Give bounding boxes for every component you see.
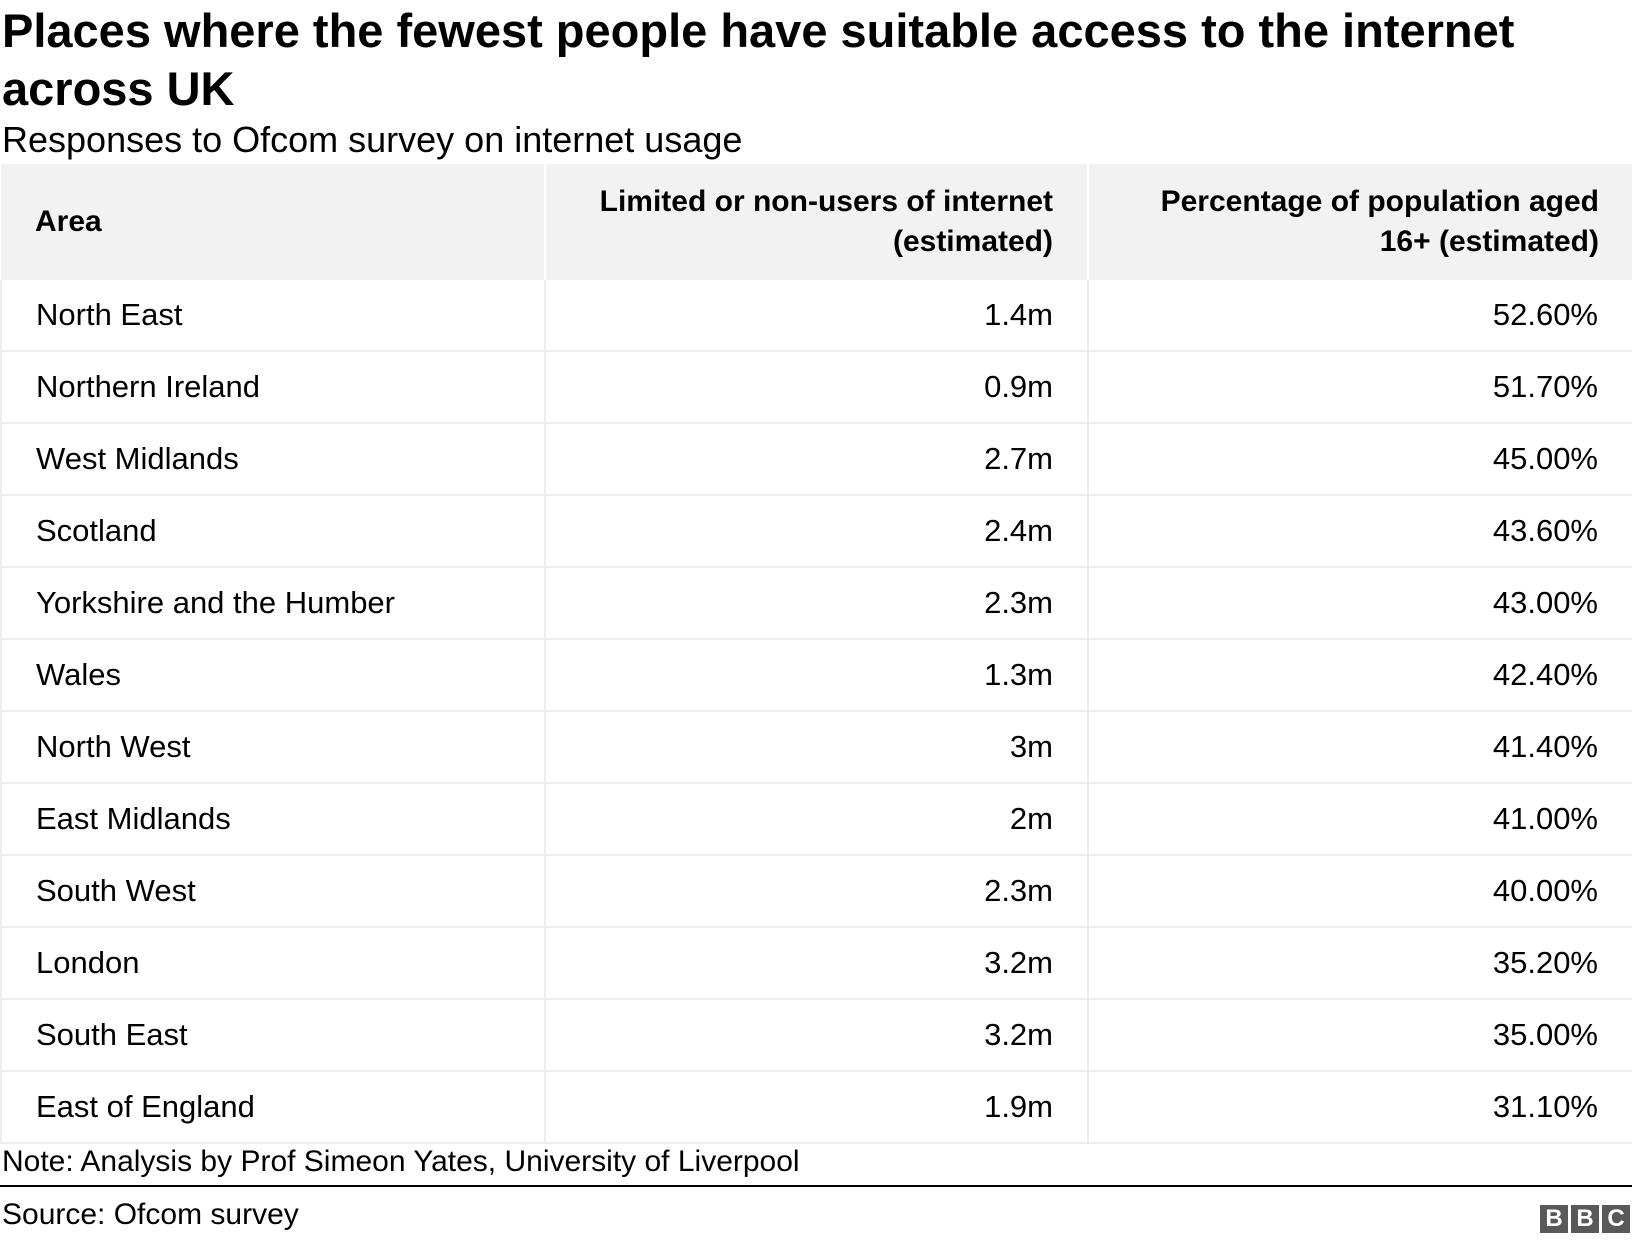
cell-area: South East — [0, 999, 545, 1072]
cell-percentage: 35.00% — [1087, 999, 1632, 1072]
column-header-area: Area — [1, 164, 545, 280]
chart-subtitle: Responses to Ofcom survey on internet us… — [2, 119, 743, 160]
column-header-users: Limited or non-users of internet (estima… — [544, 164, 1088, 280]
cell-users: 2.4m — [544, 495, 1088, 568]
cell-area: West Midlands — [0, 423, 545, 496]
cell-users: 2m — [544, 783, 1088, 856]
cell-percentage: 31.10% — [1087, 1071, 1632, 1144]
cell-percentage: 35.20% — [1087, 927, 1632, 1000]
table-row: North West 3m 41.40% — [0, 711, 1632, 784]
cell-area: London — [0, 927, 545, 1000]
cell-area: East Midlands — [0, 783, 545, 856]
table-row: West Midlands 2.7m 45.00% — [0, 423, 1632, 496]
table-row: Northern Ireland 0.9m 51.70% — [0, 351, 1632, 424]
cell-users: 3.2m — [544, 999, 1088, 1072]
cell-area: South West — [0, 855, 545, 928]
cell-area: East of England — [0, 1071, 545, 1144]
cell-users: 2.3m — [544, 567, 1088, 640]
cell-percentage: 41.40% — [1087, 711, 1632, 784]
cell-users: 1.4m — [544, 280, 1088, 352]
cell-area: North West — [0, 711, 545, 784]
chart-source: Source: Ofcom survey — [2, 1198, 299, 1231]
table-row: Yorkshire and the Humber 2.3m 43.00% — [0, 567, 1632, 640]
column-header-percentage: Percentage of population aged 16+ (estim… — [1087, 164, 1632, 280]
table-row: Scotland 2.4m 43.60% — [0, 495, 1632, 568]
chart-title: Places where the fewest people have suit… — [2, 4, 1515, 115]
bbc-logo-letter: C — [1602, 1205, 1630, 1233]
table-body: North East 1.4m 52.60% Northern Ireland 0.9m… — [0, 280, 1632, 1144]
footer-divider — [0, 1185, 1632, 1187]
data-table: Area Limited or non-users of internet (e… — [0, 164, 1632, 1144]
bbc-logo: B B C — [1540, 1205, 1630, 1233]
cell-users: 1.3m — [544, 639, 1088, 712]
cell-users: 2.7m — [544, 423, 1088, 496]
table-row: South East 3.2m 35.00% — [0, 999, 1632, 1072]
cell-percentage: 40.00% — [1087, 855, 1632, 928]
table-row: North East 1.4m 52.60% — [0, 280, 1632, 352]
cell-users: 3m — [544, 711, 1088, 784]
chart-note: Note: Analysis by Prof Simeon Yates, Uni… — [2, 1145, 800, 1178]
cell-percentage: 52.60% — [1087, 280, 1632, 352]
table-row: Wales 1.3m 42.40% — [0, 639, 1632, 712]
cell-percentage: 51.70% — [1087, 351, 1632, 424]
cell-area: Northern Ireland — [0, 351, 545, 424]
cell-area: Scotland — [0, 495, 545, 568]
cell-users: 0.9m — [544, 351, 1088, 424]
cell-users: 1.9m — [544, 1071, 1088, 1144]
cell-percentage: 42.40% — [1087, 639, 1632, 712]
table-row: East Midlands 2m 41.00% — [0, 783, 1632, 856]
cell-percentage: 43.00% — [1087, 567, 1632, 640]
cell-users: 2.3m — [544, 855, 1088, 928]
table-row: East of England 1.9m 31.10% — [0, 1071, 1632, 1144]
table-header-row: Area Limited or non-users of internet (e… — [1, 164, 1632, 280]
bbc-logo-letter: B — [1540, 1205, 1568, 1233]
table-row: South West 2.3m 40.00% — [0, 855, 1632, 928]
data-table-container: Area Limited or non-users of internet (e… — [0, 164, 1632, 1144]
cell-percentage: 45.00% — [1087, 423, 1632, 496]
cell-users: 3.2m — [544, 927, 1088, 1000]
cell-area: Yorkshire and the Humber — [0, 567, 545, 640]
cell-area: Wales — [0, 639, 545, 712]
cell-area: North East — [0, 280, 545, 352]
bbc-logo-letter: B — [1571, 1205, 1599, 1233]
cell-percentage: 43.60% — [1087, 495, 1632, 568]
table-row: London 3.2m 35.20% — [0, 927, 1632, 1000]
cell-percentage: 41.00% — [1087, 783, 1632, 856]
